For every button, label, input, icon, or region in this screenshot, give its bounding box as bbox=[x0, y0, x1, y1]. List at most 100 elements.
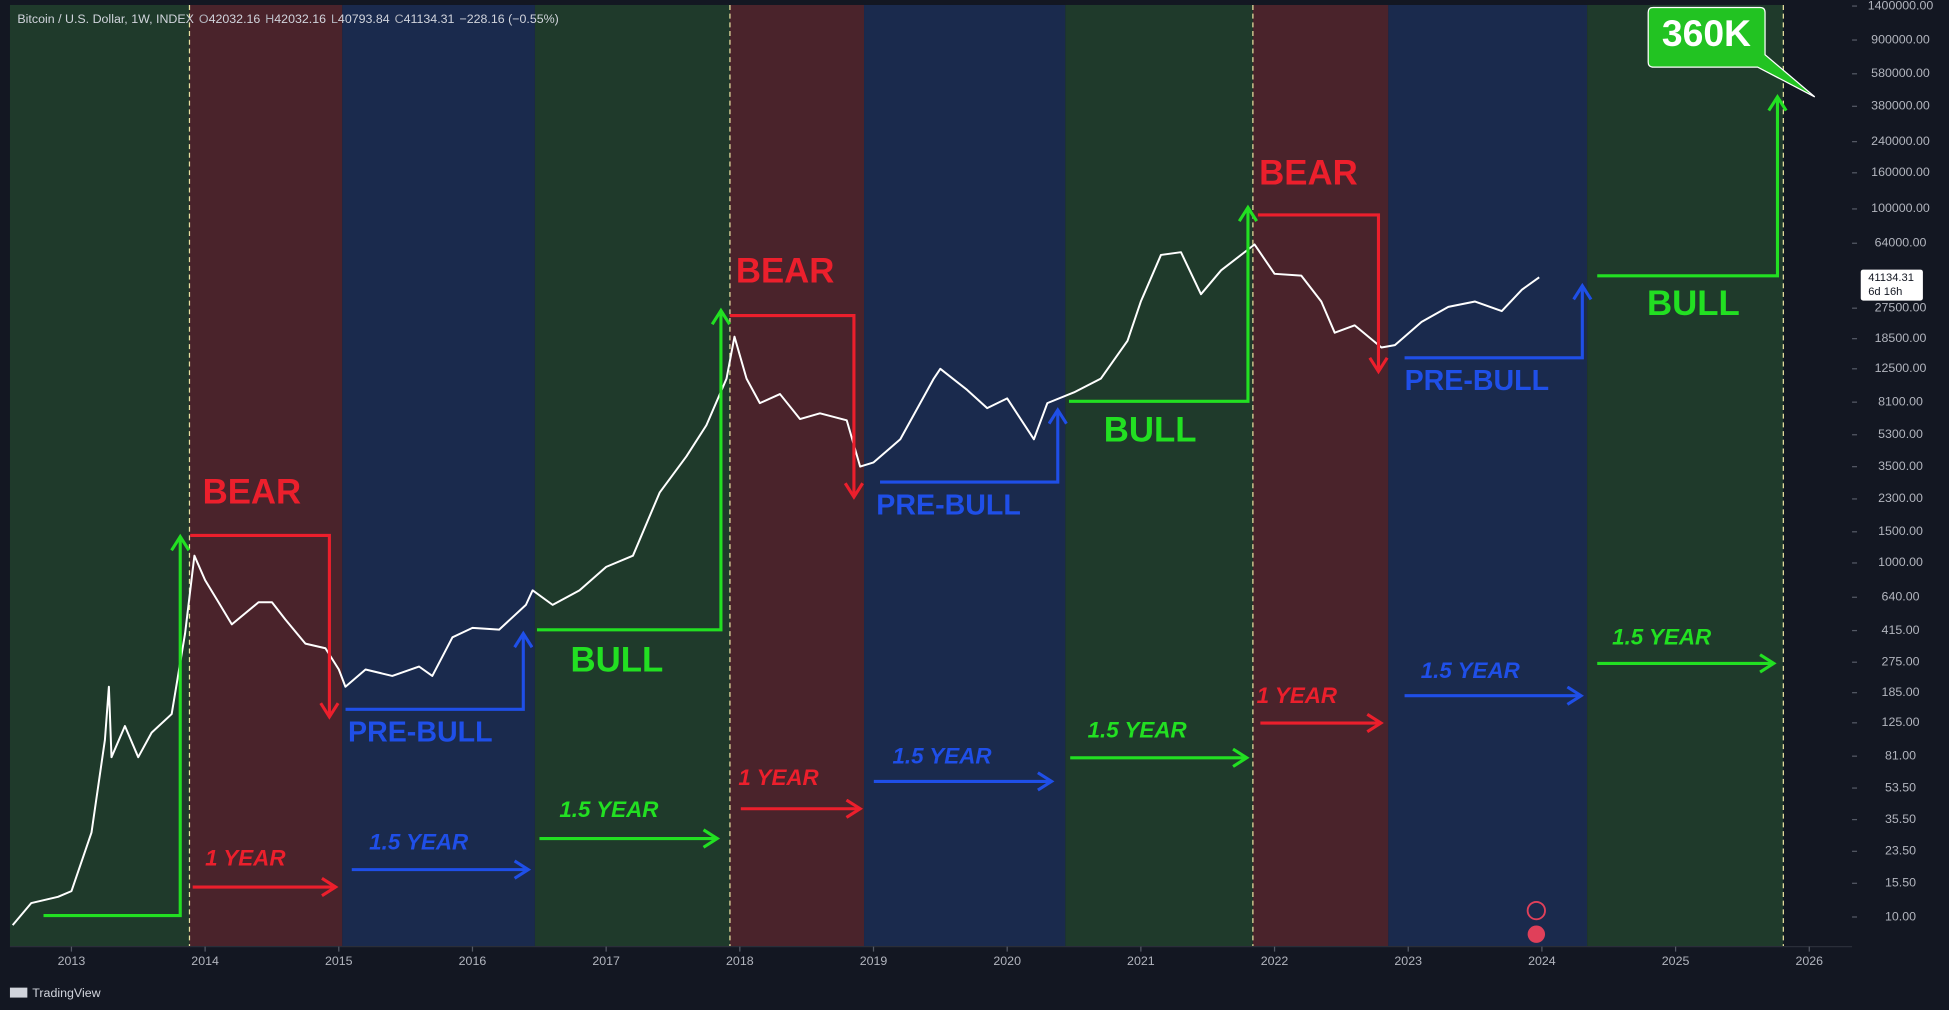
callout-box bbox=[1647, 6, 1816, 98]
ohlc-value: 42032.16 bbox=[274, 12, 326, 26]
arrow bbox=[43, 537, 181, 918]
y-tick-label: 100000.00 bbox=[1871, 201, 1930, 215]
annotation: PRE-BULL bbox=[1405, 365, 1550, 397]
y-tick-label: 1400000.00 bbox=[1868, 0, 1934, 12]
x-tick-label: 2013 bbox=[58, 954, 86, 968]
ohlc-key: C bbox=[395, 12, 404, 26]
y-tick-label: 1500.00 bbox=[1878, 524, 1923, 538]
annotation: 1 YEAR bbox=[1257, 683, 1337, 708]
y-tick-label: 380000.00 bbox=[1871, 99, 1930, 113]
annotation: 1.5 YEAR bbox=[1421, 658, 1520, 683]
x-tick-label: 2021 bbox=[1127, 954, 1155, 968]
y-tick-label: 160000.00 bbox=[1871, 165, 1930, 179]
annotation: BEAR bbox=[736, 253, 835, 291]
cycle-band bbox=[1587, 4, 1784, 947]
y-tick-label: 125.00 bbox=[1882, 715, 1920, 729]
y-tick-label: 81.00 bbox=[1885, 748, 1916, 762]
event-icon[interactable] bbox=[1526, 900, 1546, 921]
cycle-band bbox=[1252, 4, 1389, 947]
cycle-band bbox=[864, 4, 1066, 947]
y-tick-label: 2300.00 bbox=[1878, 491, 1923, 505]
y-tick-label: 3500.00 bbox=[1878, 459, 1923, 473]
y-tick-label: 240000.00 bbox=[1871, 134, 1930, 148]
symbol-header: Bitcoin / U.S. Dollar, 1W, INDEX O42032.1… bbox=[17, 12, 558, 26]
price-tag-countdown: 6d 16h bbox=[1868, 286, 1902, 298]
arrow bbox=[190, 533, 329, 716]
annotation: BULL bbox=[1104, 412, 1197, 450]
event-icon[interactable] bbox=[1527, 925, 1546, 943]
annotation: BULL bbox=[1647, 285, 1740, 323]
x-tick-label: 2023 bbox=[1394, 954, 1422, 968]
brand-logo bbox=[9, 987, 28, 998]
x-tick-label: 2024 bbox=[1528, 954, 1556, 968]
price-tag-price: 41134.31 bbox=[1868, 272, 1914, 284]
annotation: 1.5 YEAR bbox=[892, 744, 991, 769]
annotation: 360K bbox=[1662, 12, 1751, 54]
x-tick-label: 2014 bbox=[191, 954, 219, 968]
annotation: BEAR bbox=[203, 474, 302, 512]
y-tick-label: 18500.00 bbox=[1875, 331, 1927, 345]
annotation: 1 YEAR bbox=[738, 765, 818, 790]
x-tick-label: 2019 bbox=[860, 954, 888, 968]
symbol: Bitcoin / U.S. Dollar, 1W, INDEX bbox=[17, 12, 194, 26]
annotation: 1.5 YEAR bbox=[1612, 624, 1711, 649]
x-tick-label: 2017 bbox=[592, 954, 620, 968]
y-tick-label: 1000.00 bbox=[1878, 555, 1923, 569]
price-tag bbox=[1860, 269, 1923, 301]
annotation: 1 YEAR bbox=[205, 846, 285, 871]
arrow bbox=[1404, 286, 1583, 360]
annotation: 1.5 YEAR bbox=[369, 829, 468, 854]
annotation: PRE-BULL bbox=[348, 717, 493, 749]
x-tick-label: 2022 bbox=[1261, 954, 1289, 968]
cycle-band bbox=[729, 4, 865, 947]
bands bbox=[9, 4, 1784, 947]
ohlc-key: H bbox=[265, 12, 274, 26]
arrow bbox=[880, 410, 1058, 484]
annotations: BEAR BEAR BEAR BULL BULL BULL PRE-BULL PRE-BULL… bbox=[43, 6, 1816, 918]
y-tick-label: 53.50 bbox=[1885, 780, 1916, 794]
y-tick-label: 64000.00 bbox=[1875, 236, 1927, 250]
annotation: 1.5 YEAR bbox=[559, 797, 658, 822]
x-tick-label: 2016 bbox=[459, 954, 487, 968]
arrow bbox=[729, 313, 854, 497]
change: −228.16 (−0.55%) bbox=[459, 12, 558, 26]
x-tick-label: 2025 bbox=[1662, 954, 1690, 968]
y-tick-label: 640.00 bbox=[1882, 590, 1920, 604]
y-tick-label: 185.00 bbox=[1882, 685, 1920, 699]
arrow bbox=[1257, 213, 1379, 372]
annotation: BULL bbox=[571, 641, 664, 679]
cycle-band bbox=[342, 4, 535, 947]
y-tick-label: 12500.00 bbox=[1875, 361, 1927, 375]
ohlc-key: L bbox=[331, 12, 338, 26]
ohlc-value: 42032.16 bbox=[209, 12, 261, 26]
y-tick-label: 580000.00 bbox=[1871, 66, 1930, 80]
annotation: PRE-BULL bbox=[876, 489, 1021, 521]
arrow bbox=[345, 634, 524, 711]
y-tick-label: 35.50 bbox=[1885, 812, 1916, 826]
y-tick-label: 27500.00 bbox=[1875, 300, 1927, 314]
cycle-band bbox=[9, 4, 190, 947]
cycle-band bbox=[534, 4, 730, 947]
arrow bbox=[536, 311, 721, 632]
x-tick-label: 2018 bbox=[726, 954, 754, 968]
y-tick-label: 900000.00 bbox=[1871, 32, 1930, 46]
x-tick-label: 2015 bbox=[325, 954, 353, 968]
cycle-band bbox=[1065, 4, 1253, 947]
ohlc-value: 41134.31 bbox=[404, 12, 455, 26]
annotation: BEAR bbox=[1259, 154, 1358, 192]
arrow bbox=[1068, 207, 1248, 403]
y-tick-label: 275.00 bbox=[1882, 654, 1920, 668]
cycle-band bbox=[189, 4, 343, 947]
y-tick-label: 415.00 bbox=[1882, 623, 1920, 637]
arrow bbox=[1597, 97, 1777, 278]
y-tick-label: 23.50 bbox=[1885, 844, 1916, 858]
ohlc-key: O bbox=[199, 12, 209, 26]
y-tick-label: 8100.00 bbox=[1878, 394, 1923, 408]
brand: TradingView bbox=[32, 986, 100, 1000]
y-tick-label: 15.50 bbox=[1885, 876, 1916, 890]
y-tick-label: 10.00 bbox=[1885, 909, 1916, 923]
cycle-band bbox=[1388, 4, 1588, 947]
x-tick-label: 2020 bbox=[993, 954, 1021, 968]
annotation: 1.5 YEAR bbox=[1088, 718, 1187, 743]
